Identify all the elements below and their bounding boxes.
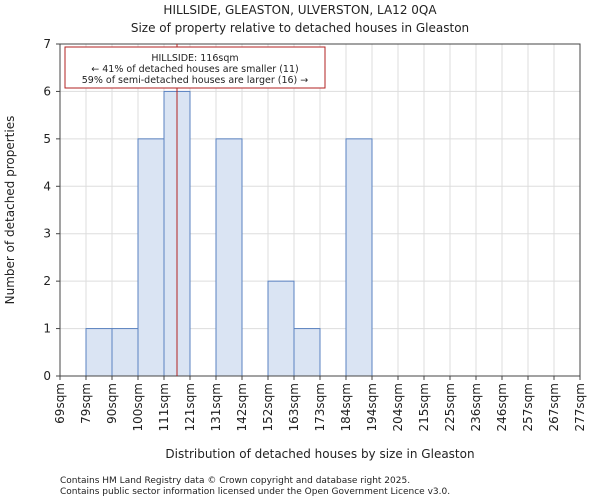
histogram-bar [215,138,243,377]
histogram-bar [293,328,321,377]
y-tick-label: 2 [43,274,51,288]
x-tick-label: 236sqm [469,383,483,431]
x-tick-label: 267sqm [547,383,561,431]
x-ticks: 69sqm 79sqm 90sqm 100sqm 111sqm 121sqm 131sqm 1… [53,376,587,431]
x-tick-label: 100sqm [131,383,145,431]
histogram-bar [267,280,295,377]
x-tick-label: 152sqm [261,383,275,431]
chart-title: HILLSIDE, GLEASTON, ULVERSTON, LA12 0QA [163,3,437,17]
x-tick-label: 79sqm [79,383,93,424]
histogram-bar [137,138,165,377]
x-tick-label: 131sqm [209,383,223,431]
x-tick-label: 215sqm [417,383,431,431]
x-tick-label: 246sqm [495,383,509,431]
footer-line-2: Contains public sector information licen… [60,487,450,497]
x-tick-label: 111sqm [157,383,171,431]
annotation-box: HILLSIDE: 116sqm ← 41% of detached house… [64,46,326,89]
x-tick-label: 163sqm [287,383,301,431]
y-tick-label: 0 [43,369,51,383]
x-tick-label: 69sqm [53,383,67,424]
x-tick-label: 257sqm [521,383,535,431]
x-tick-label: 204sqm [391,383,405,431]
footer-line-1: Contains HM Land Registry data © Crown c… [60,476,410,486]
annotation-line-1: HILLSIDE: 116sqm [151,53,238,64]
y-tick-label: 7 [43,37,51,51]
y-tick-label: 1 [43,322,51,336]
x-tick-label: 173sqm [313,383,327,431]
y-tick-label: 6 [43,84,51,98]
histogram-bar [345,138,373,377]
x-tick-label: 225sqm [443,383,457,431]
histogram-bar [111,328,139,377]
x-tick-label: 184sqm [339,383,353,431]
x-tick-label: 194sqm [365,383,379,431]
y-tick-label: 5 [43,132,51,146]
y-tick-label: 4 [43,179,51,193]
histogram-bar [85,328,113,377]
annotation-line-3: 59% of semi-detached houses are larger (… [82,75,309,86]
x-tick-label: 121sqm [183,383,197,431]
x-tick-label: 142sqm [235,383,249,431]
x-tick-label: 90sqm [105,383,119,424]
annotation-frame [64,46,326,89]
y-axis-label: Number of detached properties [3,116,17,305]
x-axis-label: Distribution of detached houses by size … [165,447,474,461]
y-ticks: 0 1 2 3 4 5 6 7 [43,37,60,383]
annotation-line-2: ← 41% of detached houses are smaller (11… [91,64,298,75]
x-tick-label: 277sqm [573,383,587,431]
y-tick-label: 3 [43,227,51,241]
chart-subtitle: Size of property relative to detached ho… [131,21,469,35]
